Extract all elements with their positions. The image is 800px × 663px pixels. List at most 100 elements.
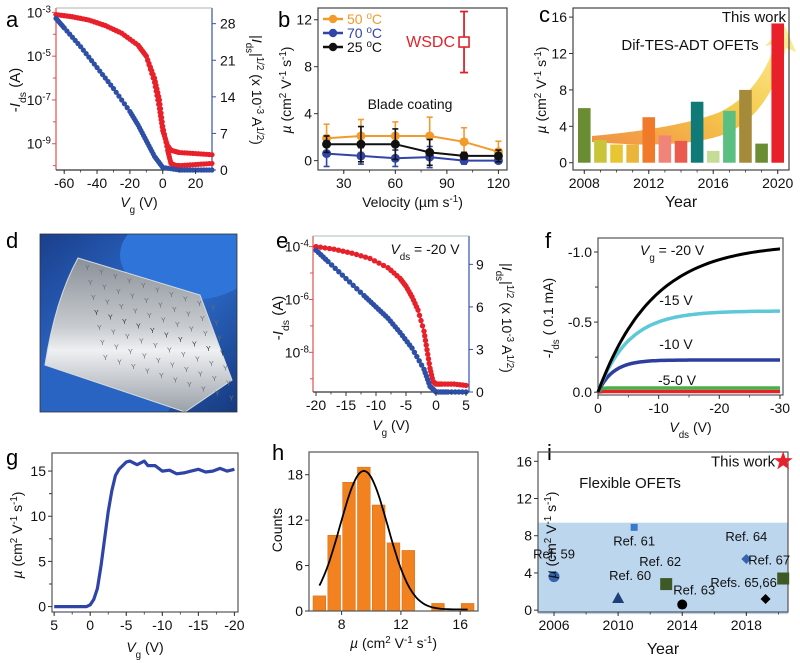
device-mark: Y <box>186 312 191 319</box>
device-mark: Y <box>142 354 147 361</box>
y-tick-label: 10-9 <box>27 135 51 152</box>
device-mark: Y <box>172 307 177 314</box>
series-marker <box>426 360 432 367</box>
text-run: - <box>540 353 556 358</box>
text-run: -1 <box>9 516 20 525</box>
output-curve-Vg-20V <box>596 247 781 393</box>
device-mark: Y <box>206 346 211 353</box>
x-tick-label: 2014 <box>667 617 698 633</box>
x-tick-label: 2020 <box>762 175 793 191</box>
text-run: -5-0 V <box>658 372 697 388</box>
device-mark: Y <box>119 304 124 311</box>
flexible-film <box>44 257 233 412</box>
y-right-tick-label: 3 <box>476 341 484 357</box>
x-tick-label: -10 <box>152 617 172 633</box>
x-axis-label: µ (cm2 V-1 s-1) <box>350 635 437 652</box>
text-run: -0.5 <box>568 314 592 330</box>
text-run: 10 <box>285 291 301 307</box>
device-mark: Y <box>133 309 138 316</box>
text-run: 8 <box>524 528 532 544</box>
text-run: -1 <box>278 71 289 80</box>
histogram-bar <box>357 466 371 612</box>
text-run: -10 <box>366 397 386 413</box>
y-tick-label: 10-3 <box>27 4 52 21</box>
device-mark: Y <box>170 363 175 370</box>
series-marker <box>380 262 387 269</box>
text-run: = -20 V <box>655 242 705 258</box>
y-tick-label: 0 <box>524 602 532 618</box>
this-work-label: This work <box>722 9 787 26</box>
series-marker <box>113 89 119 95</box>
x-tick-label: 90 <box>439 175 455 191</box>
text-run: I <box>540 350 556 354</box>
text-run: -40 <box>87 175 107 191</box>
curve-label-10v: -10 V <box>659 336 693 352</box>
device-mark: Y <box>189 327 194 334</box>
series-marker <box>346 279 353 285</box>
text-run: (V) <box>141 639 164 655</box>
text-run: -1 <box>533 71 544 80</box>
text-run: - <box>7 107 24 112</box>
plot-frame <box>308 451 479 612</box>
device-mark: Y <box>212 376 217 383</box>
wsdc-label: WSDC <box>406 34 455 51</box>
text-run: 25 <box>347 39 366 55</box>
x-tick-label: -10 <box>366 397 386 413</box>
text-run: ds <box>551 339 562 349</box>
y-right-tick-label: 0 <box>220 162 228 178</box>
text-run: Ref. 63 <box>673 583 715 598</box>
chart-annotation: Flexible OFETs <box>579 475 681 492</box>
text-run: | <box>499 281 515 285</box>
x-axis-label: Vg (V) <box>126 639 163 661</box>
plot-frame <box>537 451 789 613</box>
marker-circle <box>677 599 688 610</box>
text-run: V <box>640 242 651 258</box>
series-marker <box>78 44 84 50</box>
series-marker <box>91 61 97 67</box>
device-mark: Y <box>215 391 220 398</box>
device-mark: Y <box>97 325 102 332</box>
text-run: 0 <box>524 602 532 618</box>
y-tick-label: 0 <box>295 603 303 619</box>
text-run: -10 <box>152 617 172 633</box>
text-run: 12 <box>296 12 312 28</box>
y-tick-label: 0.0 <box>573 384 593 400</box>
device-mark: Y <box>103 355 108 362</box>
device-mark: Y <box>159 373 164 380</box>
text-run: 8 <box>559 82 567 98</box>
x-tick-label: 2016 <box>698 175 729 191</box>
x-tick-label: -5 <box>120 617 133 633</box>
y-tick-label: 15 <box>30 463 46 479</box>
text-run: Blade coating <box>368 96 453 112</box>
bar-2010 <box>610 144 623 163</box>
device-mark: Y <box>209 361 214 368</box>
series-marker <box>86 54 92 60</box>
series-marker <box>322 149 332 159</box>
text-run: (V) <box>135 194 158 210</box>
point-label: Ref. 64 <box>725 529 767 544</box>
x-tick-label: 5 <box>50 617 58 633</box>
photo-frame <box>39 233 238 413</box>
series-marker <box>356 139 366 149</box>
device-mark: Y <box>88 280 93 287</box>
series-marker <box>83 51 89 57</box>
text-run: 2006 <box>538 617 569 633</box>
text-run: 6 <box>476 299 484 315</box>
text-run: -10 V <box>659 336 693 352</box>
text-run: ) <box>249 140 265 145</box>
x-tick-label: 0 <box>159 175 167 191</box>
text-run: V <box>9 524 25 538</box>
y-tick-label: -0.5 <box>568 314 592 330</box>
x-tick-label: -15 <box>336 397 356 413</box>
text-run: 0 <box>559 155 567 171</box>
device-mark: Y <box>130 294 135 301</box>
text-run: µ <box>350 635 358 651</box>
y-tick-label: 6 <box>295 558 303 574</box>
text-run: 1/2 <box>505 355 516 369</box>
y-axis-label: -Ids ( 0.1 mA) <box>540 278 562 358</box>
text-run: (A) <box>270 296 287 320</box>
device-mark: Y <box>105 300 110 307</box>
series-marker <box>209 152 215 158</box>
text-run: 0 <box>476 384 484 400</box>
